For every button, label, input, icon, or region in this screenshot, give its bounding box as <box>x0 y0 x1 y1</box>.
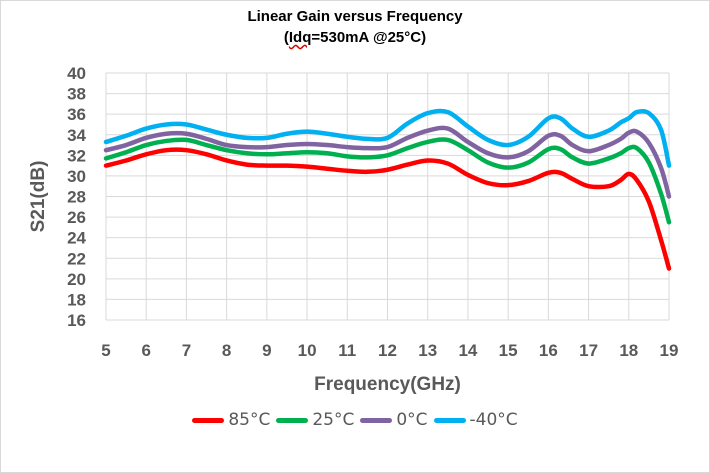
y-tick-label: 28 <box>67 188 86 207</box>
legend-swatch <box>433 417 466 423</box>
y-tick-label: 30 <box>67 167 86 186</box>
y-tick-label: 40 <box>67 64 86 83</box>
x-tick-label: 6 <box>141 341 150 360</box>
legend-label: 85°C <box>228 410 271 430</box>
x-tick-label: 17 <box>579 341 598 360</box>
y-axis-label: S21(dB) <box>28 161 49 233</box>
legend-label: 25°C <box>312 410 355 430</box>
series-lines <box>103 108 672 271</box>
x-tick-label: 14 <box>458 341 477 360</box>
y-tick-label: 38 <box>67 85 86 104</box>
series-line-0°C <box>103 125 672 199</box>
legend-swatch <box>276 417 309 423</box>
x-tick-label: 7 <box>182 341 191 360</box>
y-tick-label: 34 <box>67 126 86 145</box>
series-line-85°C <box>103 147 672 271</box>
x-tick-label: 12 <box>378 341 397 360</box>
legend-label: -40°C <box>469 410 518 430</box>
x-tick-label: 18 <box>619 341 638 360</box>
x-tick-label: 8 <box>222 341 231 360</box>
y-tick-label: 26 <box>67 208 86 227</box>
subtitle-underlined-text: Idq <box>288 29 312 46</box>
chart-subtitle: (Idq=530mA @25°C) <box>0 27 710 48</box>
subtitle-prefix: ( <box>283 29 289 46</box>
legend: 85°C 25°C 0°C -40°C <box>0 410 710 430</box>
legend-swatch <box>360 417 393 423</box>
subtitle-rest: =530mA @25°C) <box>311 29 427 46</box>
legend-label: 0°C <box>396 410 428 430</box>
y-tick-label: 32 <box>67 146 86 165</box>
x-axis-label: Frequency(GHz) <box>314 374 461 395</box>
y-tick-label: 16 <box>67 311 86 330</box>
chart-title-text: Linear Gain versus Frequency <box>247 8 463 25</box>
x-tick-label: 16 <box>539 341 558 360</box>
legend-item: 0°C <box>360 410 428 430</box>
x-tick-label: 19 <box>660 341 679 360</box>
x-tick-label: 10 <box>298 341 317 360</box>
y-tick-label: 18 <box>67 290 86 309</box>
y-tick-label: 24 <box>67 229 86 248</box>
series-line-25°C <box>103 137 672 225</box>
y-tick-label: 20 <box>67 270 86 289</box>
x-tick-label: 11 <box>338 341 356 360</box>
chart-title: Linear Gain versus Frequency (Idq=530mA … <box>0 6 710 48</box>
x-tick-label: 5 <box>101 341 110 360</box>
legend-item: -40°C <box>433 410 518 430</box>
legend-item: 85°C <box>192 410 270 430</box>
x-tick-label: 13 <box>418 341 437 360</box>
x-tick-label: 9 <box>262 341 271 360</box>
x-tick-labels: 5 6 7 8 9 10 11 12 13 14 15 16 17 18 19 <box>101 341 678 360</box>
legend-swatch <box>192 417 225 423</box>
series-line--40°C <box>103 108 672 168</box>
y-tick-label: 22 <box>67 249 86 268</box>
grid <box>105 72 670 321</box>
legend-item: 25°C <box>276 410 354 430</box>
y-tick-label: 36 <box>67 105 86 124</box>
x-tick-label: 15 <box>499 341 518 360</box>
